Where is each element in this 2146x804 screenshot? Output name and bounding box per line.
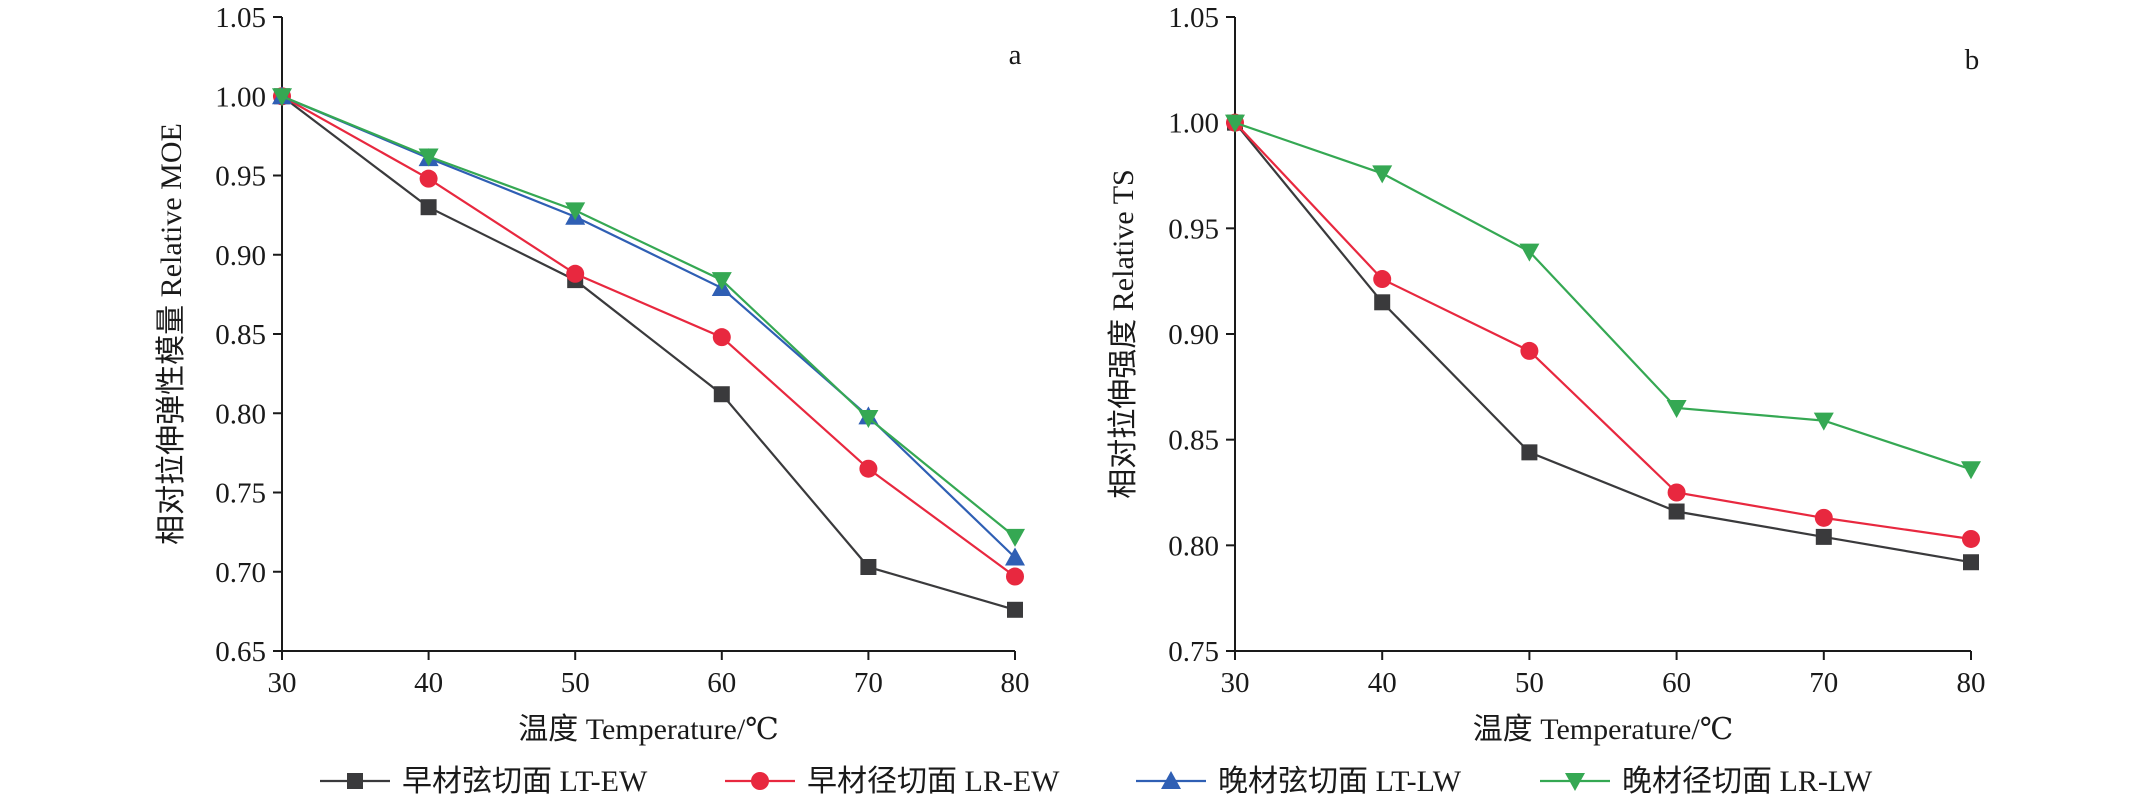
- legend-label: 晚材径切面 LR-LW: [1622, 765, 1873, 798]
- data-point: [1962, 529, 1980, 548]
- panel-b: b 0.75 0.80 0.85 0.90 0.95 1.00 1.05 30 40 50 60 70…: [1107, 2, 1986, 746]
- legend-label: 早材径切面 LR-EW: [807, 765, 1060, 798]
- legend-label: 早材弦切面 LT-EW: [402, 765, 648, 798]
- y-axis-label: 相对拉伸弹性模量 Relative MOE: [155, 123, 188, 545]
- data-point: [420, 199, 437, 216]
- data-point: [418, 148, 439, 167]
- x-tick-label: 70: [854, 667, 883, 699]
- data-point: [1814, 508, 1833, 527]
- panel-b-label: b: [1965, 44, 1980, 76]
- x-tick-label: 30: [1221, 667, 1250, 699]
- y-tick-label: 0.65: [215, 636, 266, 668]
- y-tick-label: 0.75: [215, 478, 266, 510]
- data-point: [1372, 165, 1393, 184]
- series-line: [281, 95, 1016, 559]
- data-point: [712, 328, 731, 347]
- data-point: [1006, 567, 1024, 586]
- x-tick-label: 40: [1368, 667, 1397, 699]
- legend-marker: [347, 773, 363, 789]
- series-line: [281, 95, 1016, 611]
- data-point: [858, 410, 879, 429]
- legend-marker: [1565, 773, 1585, 791]
- data-point: [272, 88, 292, 107]
- x-axis-label: 温度 Temperature/℃: [518, 713, 779, 746]
- legend-label: 晚材弦切面 LT-LW: [1218, 765, 1462, 798]
- data-point: [1225, 114, 1245, 133]
- data-point: [1005, 547, 1025, 566]
- series-line: [1234, 121, 1972, 471]
- data-point: [419, 169, 438, 188]
- legend-marker: [751, 772, 769, 790]
- y-tick-label: 0.90: [215, 240, 266, 272]
- x-tick-label: 60: [1662, 667, 1691, 699]
- y-tick-label: 0.80: [215, 398, 266, 430]
- x-tick-label: 80: [1957, 667, 1986, 699]
- x-tick-label: 40: [414, 667, 443, 699]
- y-tick-label: 0.70: [215, 557, 266, 589]
- data-point: [1520, 341, 1539, 360]
- y-axis-label: 相对拉伸强度 Relative TS: [1107, 169, 1140, 498]
- data-point: [713, 386, 730, 403]
- series-line: [1234, 122, 1972, 564]
- legend-marker: [1161, 771, 1181, 789]
- x-tick-label: 50: [1515, 667, 1544, 699]
- y-tick-label: 0.95: [1168, 213, 1219, 245]
- series-line: [1234, 121, 1972, 541]
- panel-a-label: a: [1009, 39, 1022, 71]
- data-point: [711, 272, 732, 291]
- data-point: [1815, 528, 1832, 545]
- data-point: [1667, 483, 1686, 502]
- data-point: [565, 202, 586, 221]
- data-point: [566, 264, 585, 283]
- panel-a: a 0.65 0.70 0.75 0.80 0.85 0.90 0.95 1.00 1.05 30…: [155, 2, 1030, 746]
- y-tick-label: 0.90: [1168, 319, 1219, 351]
- y-tick-label: 0.80: [1168, 530, 1219, 562]
- data-point: [1666, 399, 1687, 418]
- legend: 早材弦切面 LT-EW 早材径切面 LR-EW 晚材弦切面 LT-LW 晚材径切面 L…: [320, 765, 1873, 798]
- y-tick-label: 1.00: [1168, 108, 1219, 140]
- x-tick-label: 70: [1809, 667, 1838, 699]
- data-point: [1668, 503, 1685, 520]
- y-tick-label: 0.85: [1168, 425, 1219, 457]
- x-tick-label: 30: [268, 667, 297, 699]
- y-tick-label: 0.85: [215, 319, 266, 351]
- x-tick-label: 60: [707, 667, 736, 699]
- y-tick-label: 1.00: [215, 81, 266, 113]
- x-tick-label: 80: [1001, 667, 1030, 699]
- data-point: [1813, 412, 1834, 431]
- x-axis-label: 温度 Temperature/℃: [1473, 713, 1734, 746]
- data-point: [860, 558, 877, 575]
- data-point: [1005, 528, 1025, 547]
- y-tick-label: 0.95: [215, 161, 266, 193]
- data-point: [1373, 270, 1392, 289]
- y-tick-label: 1.05: [1168, 2, 1219, 34]
- data-point: [1961, 461, 1981, 480]
- series-line: [281, 95, 1016, 578]
- x-tick-label: 50: [561, 667, 590, 699]
- y-tick-label: 0.75: [1168, 636, 1219, 668]
- series-line: [281, 95, 1016, 538]
- data-point: [859, 459, 878, 478]
- data-point: [1521, 444, 1538, 461]
- data-point: [1519, 243, 1540, 262]
- data-point: [1007, 601, 1023, 618]
- data-point: [1374, 294, 1391, 311]
- y-tick-label: 1.05: [215, 2, 266, 34]
- data-point: [1963, 554, 1979, 571]
